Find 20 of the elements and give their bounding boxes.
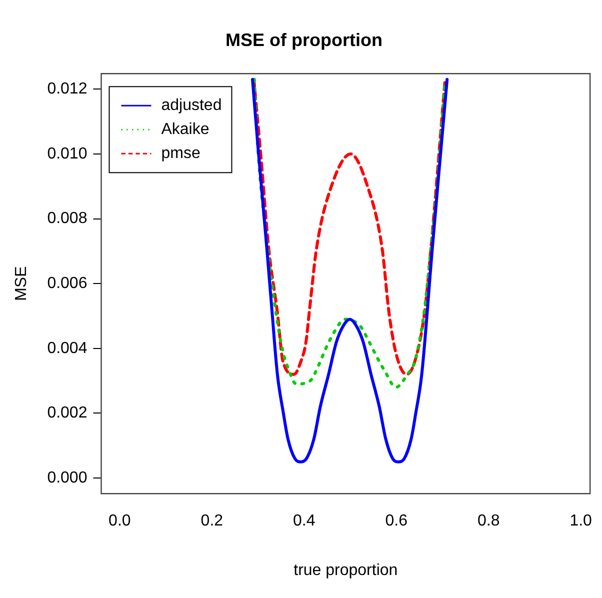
x-tick-label: 0.0 bbox=[108, 512, 131, 530]
legend-label: Akaike bbox=[161, 121, 210, 138]
y-tick-label: 0.002 bbox=[47, 404, 88, 422]
legend-label: pmse bbox=[161, 145, 200, 162]
x-tick-label: 0.2 bbox=[200, 512, 224, 530]
x-tick-label: 0.8 bbox=[477, 512, 500, 530]
y-tick-label: 0.000 bbox=[47, 469, 88, 486]
y-tick-label: 0.004 bbox=[47, 340, 88, 357]
y-tick-label: 0.010 bbox=[47, 145, 88, 162]
y-tick-label: 0.006 bbox=[47, 275, 88, 292]
x-tick-label: 0.4 bbox=[293, 512, 316, 530]
x-axis-title: true proportion bbox=[294, 562, 398, 579]
legend-label: adjusted bbox=[161, 97, 222, 114]
y-tick-label: 0.012 bbox=[47, 80, 88, 98]
y-axis-title: MSE bbox=[13, 266, 30, 301]
chart-title: MSE of proportion bbox=[226, 30, 382, 50]
x-tick-label: 1.0 bbox=[570, 512, 592, 530]
y-tick-label: 0.008 bbox=[47, 210, 88, 228]
line-series bbox=[251, 78, 449, 464]
x-tick-label: 0.6 bbox=[385, 512, 408, 530]
